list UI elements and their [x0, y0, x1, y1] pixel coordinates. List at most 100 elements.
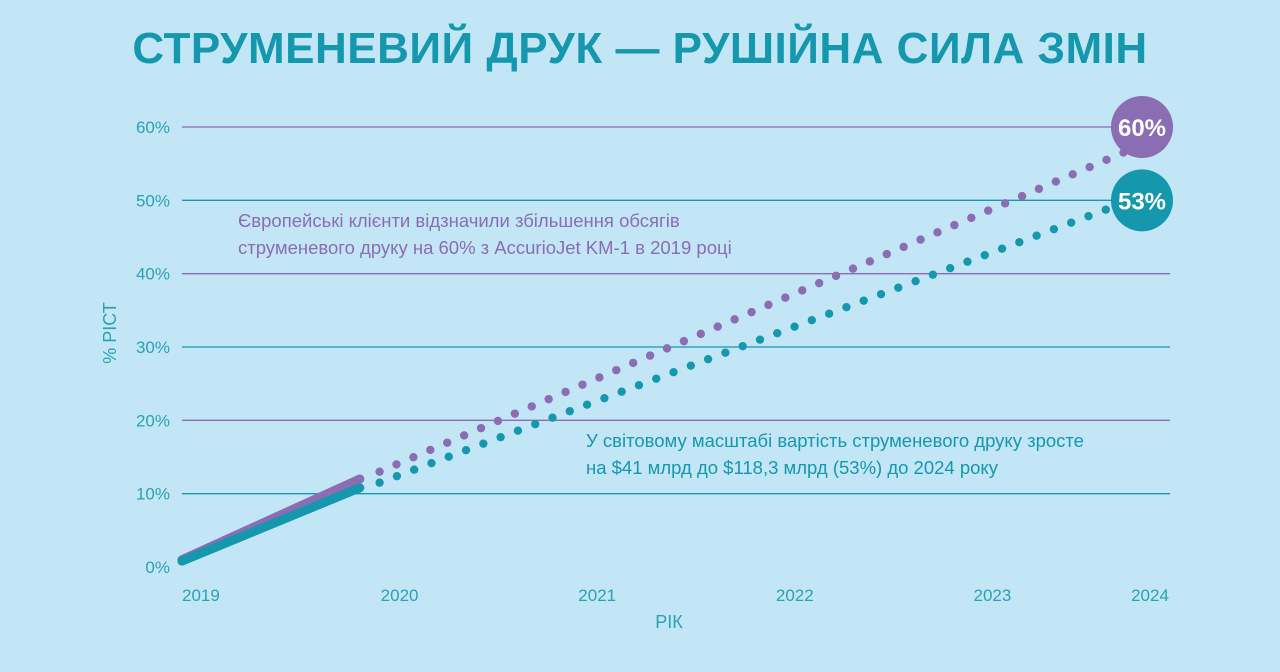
- x-tick-label: 2021: [578, 586, 616, 605]
- series-1-dot: [479, 439, 488, 448]
- series-layer: 60% 53%: [177, 96, 1173, 566]
- series-0-dot: [544, 394, 553, 404]
- series-0-dot: [426, 445, 435, 455]
- annotations: Європейські клієнти відзначили збільшенн…: [238, 210, 1084, 478]
- series-1-dot: [894, 283, 903, 292]
- series-0-dot: [1000, 199, 1010, 208]
- series-1-dot: [1015, 237, 1024, 247]
- series-1-dot: [652, 374, 661, 383]
- series-1-dot: [617, 387, 626, 396]
- y-tick-label: 20%: [136, 411, 170, 430]
- series-1-dot: [928, 270, 938, 279]
- series-1-end-badge: [1111, 169, 1173, 232]
- x-tick-label: 2023: [973, 586, 1011, 605]
- series-0-dot: [933, 228, 942, 237]
- series-0-dot: [628, 358, 638, 368]
- series-0-dot: [764, 300, 773, 310]
- series-0-dot: [713, 322, 722, 331]
- series-0-dot: [561, 387, 570, 397]
- series-0-dot: [459, 431, 469, 440]
- series-0-dot: [510, 409, 520, 418]
- series-1-dot: [911, 276, 920, 286]
- series-0-dot: [493, 416, 503, 426]
- series-1-dot: [1067, 218, 1076, 227]
- series-0-dot: [1085, 162, 1094, 172]
- series-1-dot: [634, 380, 644, 390]
- series-0-dot: [967, 213, 976, 223]
- series-1-dot: [513, 426, 523, 435]
- series-0-dot: [679, 336, 689, 346]
- series-1-dot: [582, 400, 592, 409]
- series-1-dot: [375, 478, 384, 487]
- series-0-dot: [476, 423, 486, 433]
- series-1-dot: [997, 244, 1007, 253]
- series-0-dot: [662, 344, 672, 353]
- y-tick-label: 60%: [136, 118, 170, 137]
- x-axis-ticks: 2019 2020 2021 2022 2023 2024: [182, 586, 1169, 605]
- series-1-dot: [721, 348, 730, 357]
- series-1-dot: [461, 445, 471, 455]
- y-tick-label: 40%: [136, 265, 170, 284]
- series-1: 53%: [177, 169, 1173, 566]
- series-1-dot: [824, 309, 834, 318]
- series-0-dot: [1017, 191, 1027, 201]
- series-1-dot: [807, 315, 817, 325]
- series-0-dot: [1102, 155, 1111, 165]
- series-0-dot: [848, 264, 858, 273]
- series-1-dot: [876, 289, 886, 299]
- annotation-purple-line2: струменевого друку на 60% з AccurioJet K…: [238, 237, 732, 258]
- series-0-dot: [916, 235, 925, 244]
- series-1-dot: [427, 458, 436, 468]
- series-0-dot: [747, 307, 756, 317]
- series-1-dot: [1084, 211, 1093, 221]
- series-0-dot: [899, 242, 908, 252]
- series-1-dot: [773, 328, 782, 338]
- series-1-dot: [600, 393, 609, 403]
- series-1-dot: [738, 341, 747, 351]
- series-1-dot: [565, 406, 574, 416]
- y-tick-label: 50%: [136, 191, 170, 210]
- series-1-dot: [392, 471, 402, 481]
- series-1-dot: [790, 322, 799, 331]
- series-0-dot: [1034, 184, 1044, 194]
- series-0-dot: [612, 365, 621, 375]
- annotation-teal-line1: У світовому масштабі вартість струменево…: [586, 430, 1084, 451]
- series-0-dot: [798, 286, 807, 295]
- series-1-solid-line: [177, 483, 365, 566]
- series-1-dot: [755, 335, 765, 344]
- series-0-dot: [1051, 177, 1061, 186]
- series-0-dot: [375, 467, 384, 476]
- series-0-dot: [645, 351, 655, 360]
- series-0-dot: [595, 373, 604, 382]
- series-1-dot: [1049, 224, 1059, 234]
- series-0-dot: [882, 249, 891, 259]
- chart-title: СТРУМЕНЕВИЙ ДРУК — РУШІЙНА СИЛА ЗМІН: [132, 24, 1148, 73]
- x-tick-label: 2024: [1131, 586, 1169, 605]
- series-0-end-label: 60%: [1118, 115, 1166, 142]
- series-1-dot: [496, 432, 505, 442]
- series-0: 60%: [177, 96, 1173, 565]
- series-0-dot: [527, 402, 536, 411]
- y-tick-label: 0%: [145, 558, 170, 577]
- series-0-dot: [696, 329, 706, 339]
- series-0-dot: [578, 380, 587, 389]
- series-1-dot: [703, 354, 713, 364]
- series-1-dot: [548, 413, 557, 422]
- series-1-dot: [980, 250, 989, 260]
- series-1-dot: [1101, 205, 1110, 214]
- series-1-dot: [669, 367, 678, 377]
- series-1-dot: [842, 302, 851, 312]
- series-0-dot: [831, 271, 841, 281]
- series-0-dot: [409, 452, 418, 462]
- y-axis-label: % РІСТ: [100, 302, 120, 363]
- series-1-dot: [945, 263, 955, 273]
- y-tick-label: 10%: [136, 485, 170, 504]
- series-1-end-label: 53%: [1118, 188, 1166, 215]
- x-tick-label: 2020: [381, 586, 419, 605]
- x-axis-label: РІК: [655, 612, 683, 632]
- series-1-dot: [531, 419, 540, 429]
- series-0-dot: [1068, 170, 1077, 179]
- series-0-dot: [950, 220, 959, 230]
- series-1-dot: [444, 452, 453, 461]
